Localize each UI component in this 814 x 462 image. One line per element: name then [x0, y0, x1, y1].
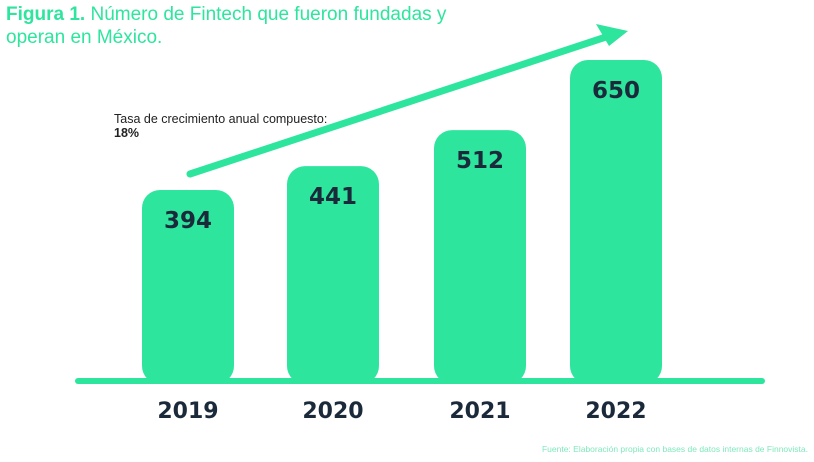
data-label-2021: 512	[456, 148, 504, 174]
cagr-annotation: Tasa de crecimiento anual compuesto: 18%	[114, 112, 334, 140]
cagr-value: 18%	[114, 126, 140, 140]
bar-2020	[287, 166, 379, 384]
source-note: Fuente: Elaboración propia con bases de …	[541, 444, 808, 454]
x-tick-label-2021: 2021	[449, 399, 510, 424]
trend-arrow	[186, 24, 628, 178]
data-label-2022: 650	[592, 78, 640, 104]
bar-2022	[570, 60, 662, 384]
bar-2019	[142, 190, 234, 384]
figure-title-text: Número de Fintech que fueron fundadas y …	[6, 4, 447, 48]
data-label-2020: 441	[309, 184, 357, 210]
trend-arrow-shaft	[186, 31, 616, 178]
x-tick-label-2022: 2022	[585, 399, 646, 424]
cagr-label: Tasa de crecimiento anual compuesto:	[114, 112, 328, 126]
chart-title: Figura 1. Número de Fintech que fueron f…	[6, 3, 476, 49]
data-label-2019: 394	[164, 208, 212, 234]
x-tick-label-2020: 2020	[302, 399, 363, 424]
x-tick-label-2019: 2019	[157, 399, 218, 424]
figure-number: Figura 1.	[6, 4, 86, 25]
trend-arrow-head	[596, 24, 628, 46]
labels-group: 394 2019 441 2020 512 2021 650 2022	[157, 78, 646, 424]
bars-group	[142, 60, 662, 384]
bar-2021	[434, 130, 526, 384]
